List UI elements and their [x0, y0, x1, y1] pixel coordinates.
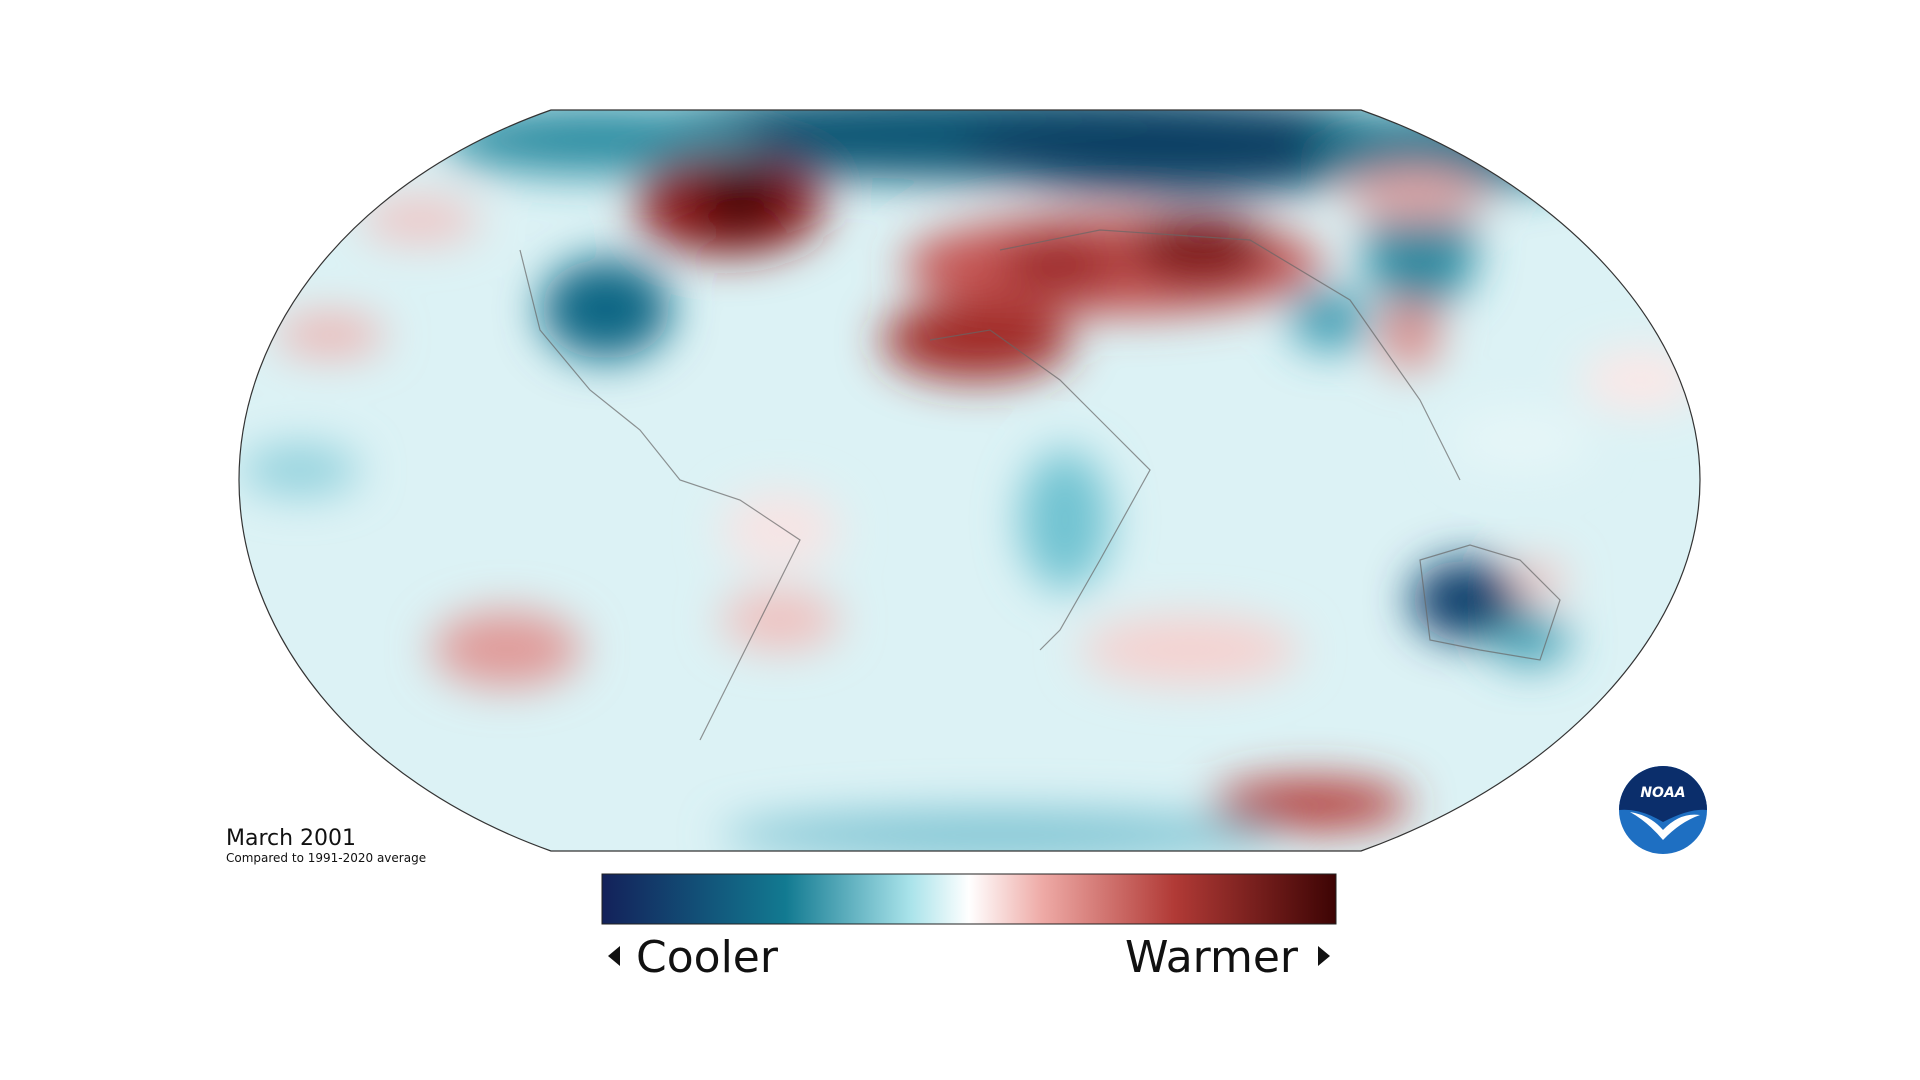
color-scale	[601, 873, 1337, 925]
arrow-right	[1318, 946, 1330, 966]
noaa-logo: NOAA	[1619, 766, 1707, 854]
map-date: March 2001	[226, 826, 356, 851]
anomaly-field	[239, 110, 1700, 851]
map-subtitle: Compared to 1991-2020 average	[226, 851, 426, 865]
legend-high: Warmer	[1125, 932, 1299, 983]
legend-low: Cooler	[636, 932, 779, 983]
arrow-left	[608, 946, 620, 966]
map-outline	[238, 109, 1701, 852]
logo-text: NOAA	[1640, 785, 1685, 801]
